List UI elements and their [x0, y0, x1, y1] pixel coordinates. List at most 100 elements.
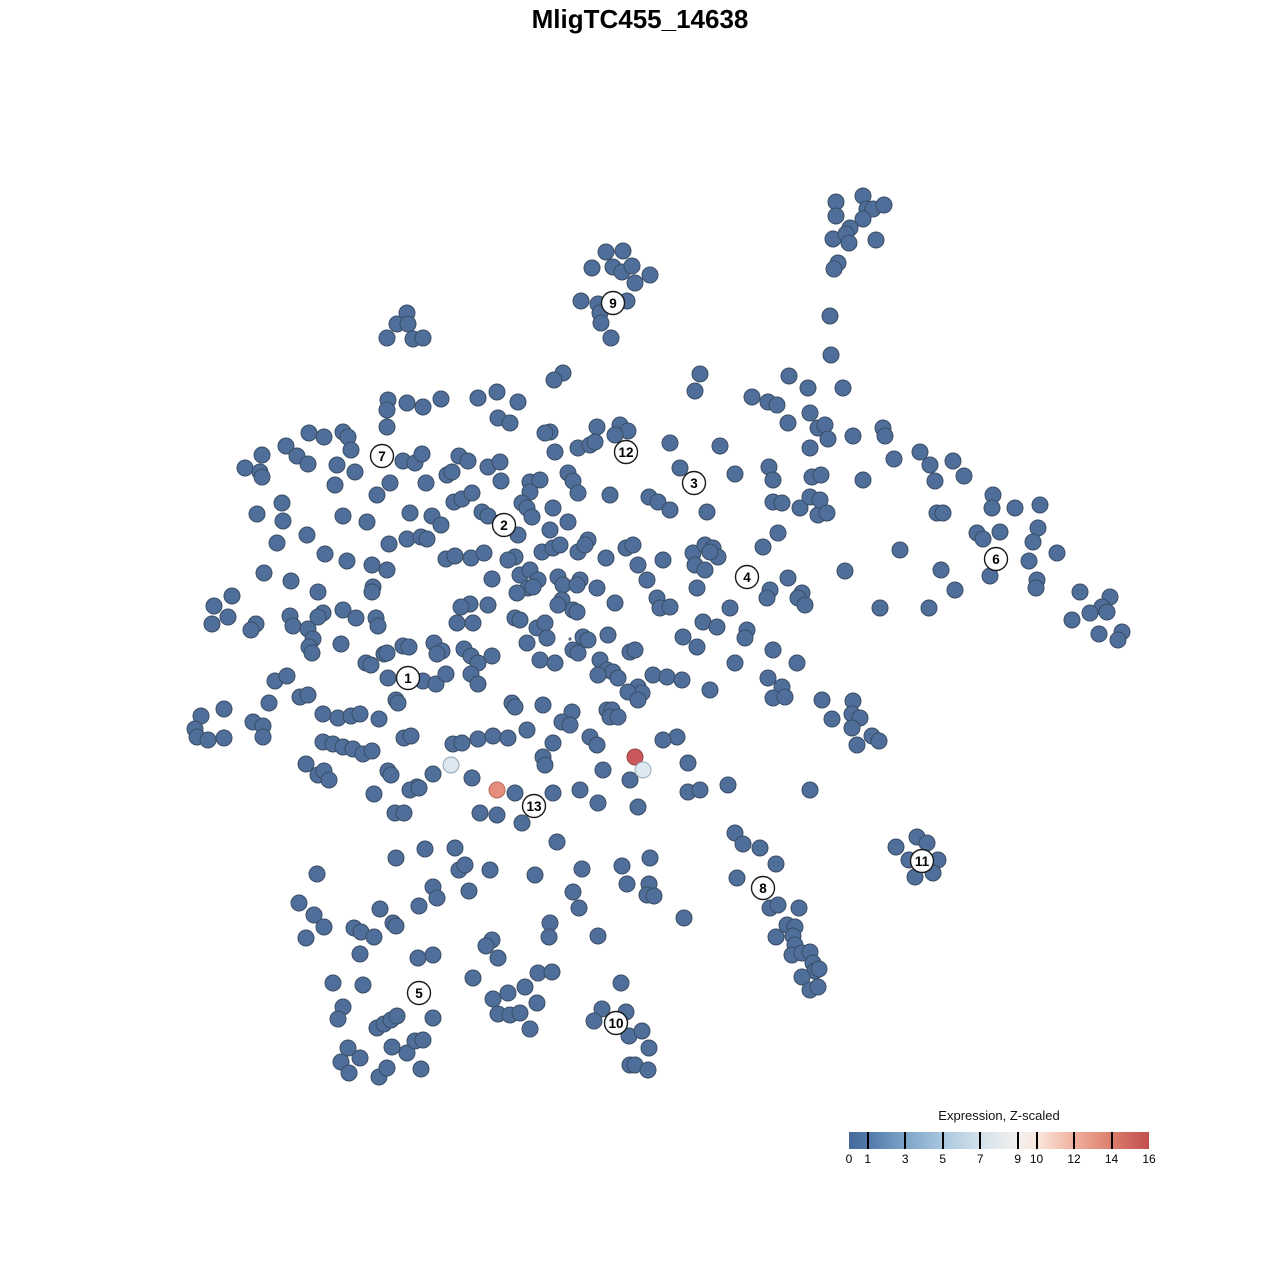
- data-point: [456, 856, 474, 874]
- data-point: [1098, 603, 1116, 621]
- data-point: [691, 365, 709, 383]
- data-point: [801, 404, 819, 422]
- data-point: [309, 608, 327, 626]
- cluster-label-7: 7: [369, 443, 395, 469]
- data-point: [499, 729, 517, 747]
- data-point: [564, 883, 582, 901]
- data-point: [417, 474, 435, 492]
- data-point: [602, 329, 620, 347]
- data-point-high-light-blue: [442, 756, 460, 774]
- data-point: [418, 530, 436, 548]
- data-point: [701, 543, 719, 561]
- data-point: [526, 866, 544, 884]
- legend-tick-label: 16: [1142, 1152, 1156, 1166]
- data-point: [371, 900, 389, 918]
- data-point: [452, 598, 470, 616]
- data-point: [424, 765, 442, 783]
- data-point: [398, 1044, 416, 1062]
- data-point: [499, 984, 517, 1002]
- data-point: [569, 484, 587, 502]
- data-point: [589, 666, 607, 684]
- data-point: [825, 260, 843, 278]
- data-point: [588, 579, 606, 597]
- data-point: [1109, 631, 1127, 649]
- data-point: [579, 631, 597, 649]
- data-point: [412, 1060, 430, 1078]
- svg-text:6: 6: [992, 552, 1000, 567]
- data-point: [654, 731, 672, 749]
- data-point: [944, 452, 962, 470]
- data-point: [506, 698, 524, 716]
- data-point: [424, 1009, 442, 1027]
- data-point: [428, 645, 446, 663]
- legend-gradient-bar: [849, 1132, 1149, 1149]
- data-point: [1031, 496, 1049, 514]
- data-point: [402, 727, 420, 745]
- data-point: [277, 437, 295, 455]
- data-point: [400, 638, 418, 656]
- data-point: [875, 196, 893, 214]
- data-point: [827, 207, 845, 225]
- data-point: [623, 257, 641, 275]
- data-point: [1024, 533, 1042, 551]
- cluster-label-11: 11: [909, 848, 935, 874]
- data-point: [255, 564, 273, 582]
- data-point: [459, 452, 477, 470]
- data-point: [613, 857, 631, 875]
- data-point: [654, 551, 672, 569]
- data-point: [219, 608, 237, 626]
- data-point: [273, 494, 291, 512]
- data-point: [834, 379, 852, 397]
- data-point: [823, 710, 841, 728]
- data-point: [751, 839, 769, 857]
- data-point: [334, 601, 352, 619]
- data-point: [282, 572, 300, 590]
- data-point: [822, 346, 840, 364]
- data-point: [401, 504, 419, 522]
- data-point: [387, 849, 405, 867]
- data-point: [844, 427, 862, 445]
- data-point: [576, 536, 594, 554]
- data-point: [492, 472, 510, 490]
- data-point: [314, 705, 332, 723]
- data-point: [362, 656, 380, 674]
- cluster-label-9: 9: [600, 290, 626, 316]
- data-point: [544, 499, 562, 517]
- data-point: [378, 401, 396, 419]
- data-point: [743, 388, 761, 406]
- data-point: [688, 638, 706, 656]
- data-point: [639, 1061, 657, 1079]
- data-point: [593, 1000, 611, 1018]
- data-point: [477, 937, 495, 955]
- svg-text:9: 9: [609, 296, 617, 311]
- cluster-label-8: 8: [750, 875, 776, 901]
- data-point: [381, 474, 399, 492]
- data-point: [586, 433, 604, 451]
- data-point: [708, 618, 726, 636]
- data-point: [463, 769, 481, 787]
- data-point: [764, 471, 782, 489]
- data-point: [843, 719, 861, 737]
- data-point: [491, 453, 509, 471]
- data-point: [521, 1020, 539, 1038]
- data-point: [790, 899, 808, 917]
- legend-tick-line: [1016, 1132, 1019, 1149]
- cluster-label-2: 2: [491, 512, 517, 538]
- data-point: [816, 416, 834, 434]
- data-point: [326, 476, 344, 494]
- page-title: MligTC455_14638: [531, 4, 749, 34]
- data-point: [609, 669, 627, 687]
- data-point: [351, 1049, 369, 1067]
- data-point: [812, 466, 830, 484]
- data-point: [278, 667, 296, 685]
- data-point: [536, 756, 554, 774]
- data-point: [624, 536, 642, 554]
- data-point: [840, 234, 858, 252]
- data-point: [236, 459, 254, 477]
- data-point: [410, 897, 428, 915]
- data-point: [501, 414, 519, 432]
- data-point: [363, 742, 381, 760]
- data-point: [414, 329, 432, 347]
- data-point: [932, 561, 950, 579]
